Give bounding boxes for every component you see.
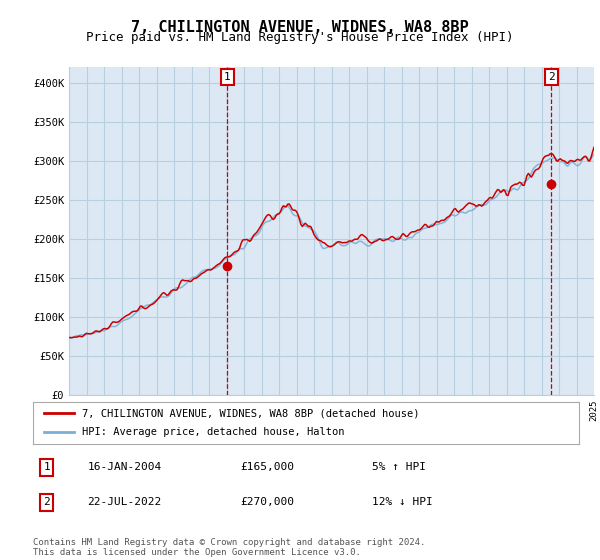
Text: 22-JUL-2022: 22-JUL-2022 [88,497,162,507]
Text: £165,000: £165,000 [241,463,295,473]
Text: HPI: Average price, detached house, Halton: HPI: Average price, detached house, Halt… [82,427,344,437]
Text: Contains HM Land Registry data © Crown copyright and database right 2024.
This d: Contains HM Land Registry data © Crown c… [33,538,425,557]
Text: 1: 1 [224,72,230,82]
Text: 7, CHILINGTON AVENUE, WIDNES, WA8 8BP: 7, CHILINGTON AVENUE, WIDNES, WA8 8BP [131,20,469,35]
Text: Price paid vs. HM Land Registry's House Price Index (HPI): Price paid vs. HM Land Registry's House … [86,31,514,44]
Text: 2: 2 [548,72,554,82]
Text: £270,000: £270,000 [241,497,295,507]
Text: 5% ↑ HPI: 5% ↑ HPI [371,463,425,473]
Text: 16-JAN-2004: 16-JAN-2004 [88,463,162,473]
Text: 2: 2 [43,497,50,507]
Text: 12% ↓ HPI: 12% ↓ HPI [371,497,432,507]
Text: 7, CHILINGTON AVENUE, WIDNES, WA8 8BP (detached house): 7, CHILINGTON AVENUE, WIDNES, WA8 8BP (d… [82,408,419,418]
Text: 1: 1 [43,463,50,473]
